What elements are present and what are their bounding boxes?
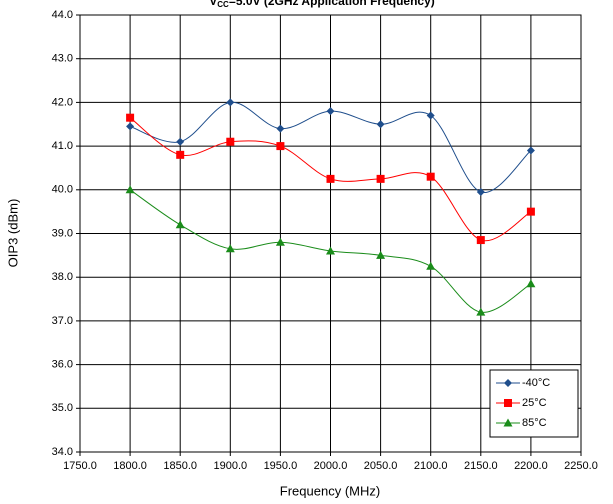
- marker: [126, 122, 135, 131]
- title-subscript: CC: [217, 0, 229, 9]
- marker: [526, 279, 536, 288]
- y-tick-label: 39.0: [52, 227, 73, 239]
- y-axis-title: OIP3 (dBm): [5, 199, 20, 268]
- x-tick-label: 1950.0: [264, 460, 298, 472]
- marker: [225, 244, 235, 253]
- marker: [125, 185, 135, 194]
- title-part: V: [209, 0, 217, 8]
- marker: [426, 172, 435, 181]
- marker: [276, 142, 285, 151]
- x-tick-label: 2100.0: [414, 460, 448, 472]
- marker: [476, 307, 486, 316]
- y-tick-label: 35.0: [52, 402, 73, 414]
- marker: [175, 220, 185, 229]
- x-tick-label: 2200.0: [514, 460, 548, 472]
- y-tick-label: 37.0: [52, 315, 73, 327]
- y-tick-label: 36.0: [52, 359, 73, 371]
- x-tick-label: 2000.0: [314, 460, 348, 472]
- x-tick-label: 1750.0: [63, 460, 97, 472]
- marker: [426, 111, 435, 120]
- x-tick-label: 2050.0: [364, 460, 398, 472]
- marker: [326, 246, 335, 255]
- marker: [526, 207, 535, 216]
- marker: [476, 236, 485, 245]
- legend-label: 85°C: [522, 417, 547, 429]
- marker: [503, 418, 513, 427]
- legend-label: 25°C: [522, 397, 547, 409]
- plot-frame: [79, 14, 582, 453]
- marker: [376, 250, 386, 259]
- marker: [376, 174, 385, 183]
- title-part: =5.0V (2GHz Application Frequency): [229, 0, 435, 8]
- chart-title: VCC=5.0V (2GHz Application Frequency): [209, 0, 435, 9]
- y-tick-label: 34.0: [52, 446, 73, 458]
- y-tick-label: 44.0: [52, 9, 73, 21]
- y-tick-label: 41.0: [52, 140, 73, 152]
- marker: [326, 174, 335, 183]
- marker: [126, 113, 135, 122]
- marker: [426, 261, 436, 270]
- y-tick-label: 42.0: [52, 96, 73, 108]
- x-tick-label: 1800.0: [113, 460, 147, 472]
- y-tick-label: 40.0: [52, 184, 73, 196]
- x-tick-label: 1900.0: [213, 460, 247, 472]
- marker: [376, 120, 385, 129]
- marker: [226, 137, 235, 146]
- marker: [526, 146, 535, 155]
- y-tick-label: 38.0: [52, 271, 73, 283]
- legend-label: -40°C: [522, 377, 550, 389]
- marker: [476, 187, 485, 196]
- y-tick-label: 43.0: [52, 53, 73, 65]
- x-tick-label: 2250.0: [564, 460, 598, 472]
- marker: [504, 379, 512, 387]
- marker: [176, 150, 185, 159]
- marker: [176, 137, 185, 146]
- marker: [504, 399, 512, 407]
- marker: [226, 98, 235, 107]
- x-axis-title: Frequency (MHz): [280, 483, 380, 498]
- marker: [276, 124, 285, 133]
- marker: [326, 107, 335, 116]
- marker: [275, 237, 285, 246]
- x-tick-label: 1850.0: [163, 460, 197, 472]
- x-tick-label: 2150.0: [464, 460, 498, 472]
